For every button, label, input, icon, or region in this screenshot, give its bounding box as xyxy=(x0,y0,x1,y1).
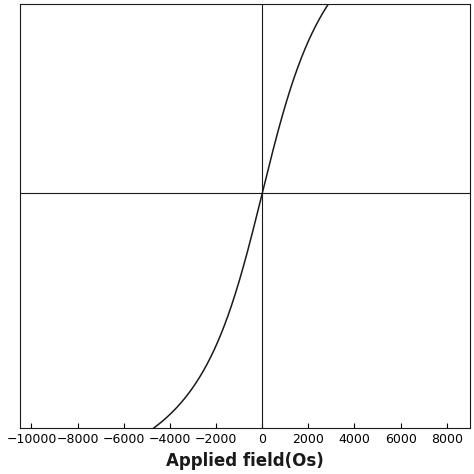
X-axis label: Applied field(Os): Applied field(Os) xyxy=(166,452,324,470)
